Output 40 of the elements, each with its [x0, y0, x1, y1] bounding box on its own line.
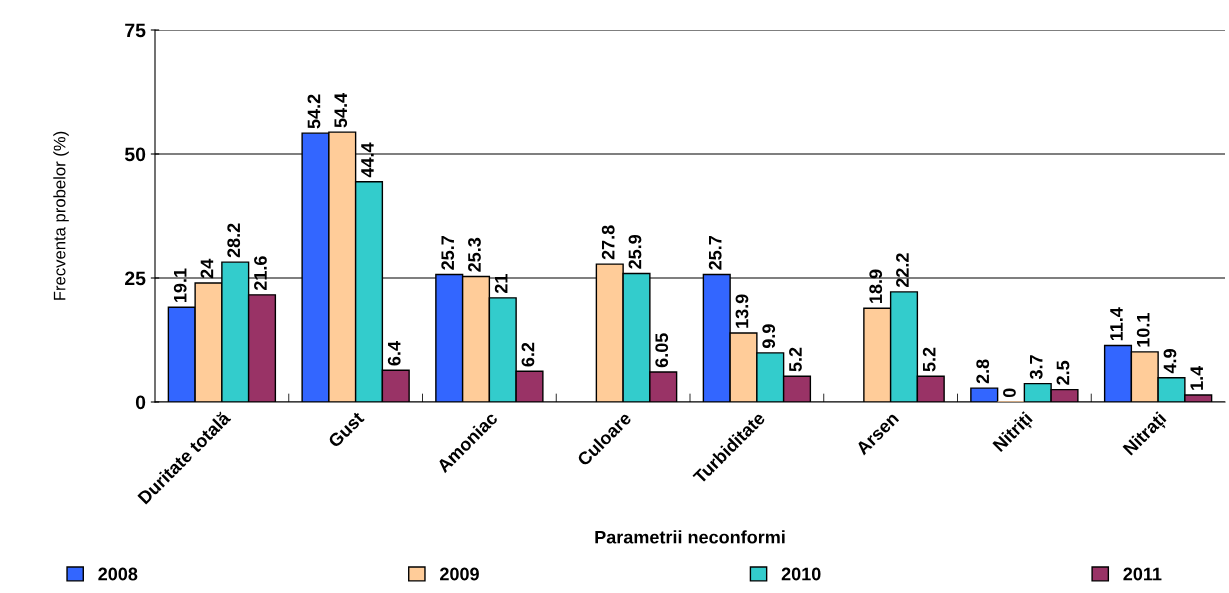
data-label: 28.2 — [227, 223, 241, 258]
data-label: 54.4 — [334, 92, 348, 128]
data-label: 3.7 — [1029, 355, 1043, 380]
data-label: 6.4 — [387, 341, 401, 366]
legend-label: 2011 — [1123, 567, 1162, 581]
y-tick-label: 25 — [125, 271, 146, 286]
legend-label: 2008 — [98, 567, 138, 581]
data-label: 1.4 — [1190, 365, 1203, 390]
data-label: 25.7 — [708, 236, 722, 270]
data-label: 0 — [1003, 388, 1016, 398]
data-label: 19.1 — [173, 268, 187, 302]
y-tick-label: 50 — [124, 147, 146, 162]
data-label: 21.6 — [254, 256, 267, 291]
legend-label: 2009 — [440, 567, 479, 581]
data-label: 44.4 — [361, 142, 374, 178]
data-label: 4.9 — [1163, 349, 1177, 374]
legend-label: 2010 — [781, 567, 821, 581]
data-label: 2.8 — [976, 359, 990, 384]
data-label: 22.2 — [896, 253, 909, 288]
data-label: 54.2 — [307, 94, 321, 129]
data-label: 10.1 — [1136, 313, 1150, 347]
data-label: 2.5 — [1056, 360, 1070, 385]
data-label: 21 — [494, 274, 508, 294]
x-axis-title: Parametrii neconformi — [595, 530, 785, 544]
data-label: 5.2 — [789, 347, 802, 372]
data-label: 9.9 — [762, 324, 776, 349]
data-label: 6.2 — [521, 342, 535, 367]
data-label: 24 — [200, 258, 214, 279]
data-label: 5.2 — [922, 347, 936, 372]
data-label: 13.9 — [735, 294, 749, 328]
data-label: 25.9 — [628, 234, 642, 269]
data-label: 18.9 — [869, 269, 883, 303]
data-label: 25.7 — [441, 236, 455, 270]
data-label: 6.05 — [655, 333, 669, 368]
data-label: 11.4 — [1110, 307, 1123, 341]
data-label: 25.3 — [468, 237, 481, 272]
y-tick-label: 75 — [125, 23, 146, 38]
data-label: 27.8 — [601, 225, 615, 260]
y-tick-label: 0 — [135, 395, 146, 410]
y-axis-title: Frecventa probelor (%) — [53, 131, 69, 300]
